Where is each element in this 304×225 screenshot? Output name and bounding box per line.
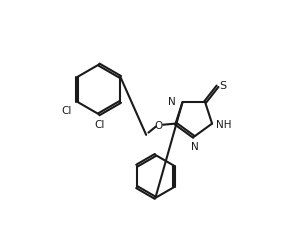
Text: S: S [219, 81, 226, 91]
Text: Cl: Cl [61, 106, 72, 116]
Text: NH: NH [216, 119, 232, 129]
Text: N: N [168, 97, 176, 107]
Text: N: N [191, 141, 199, 151]
Text: O: O [154, 120, 163, 130]
Text: Cl: Cl [95, 120, 105, 130]
